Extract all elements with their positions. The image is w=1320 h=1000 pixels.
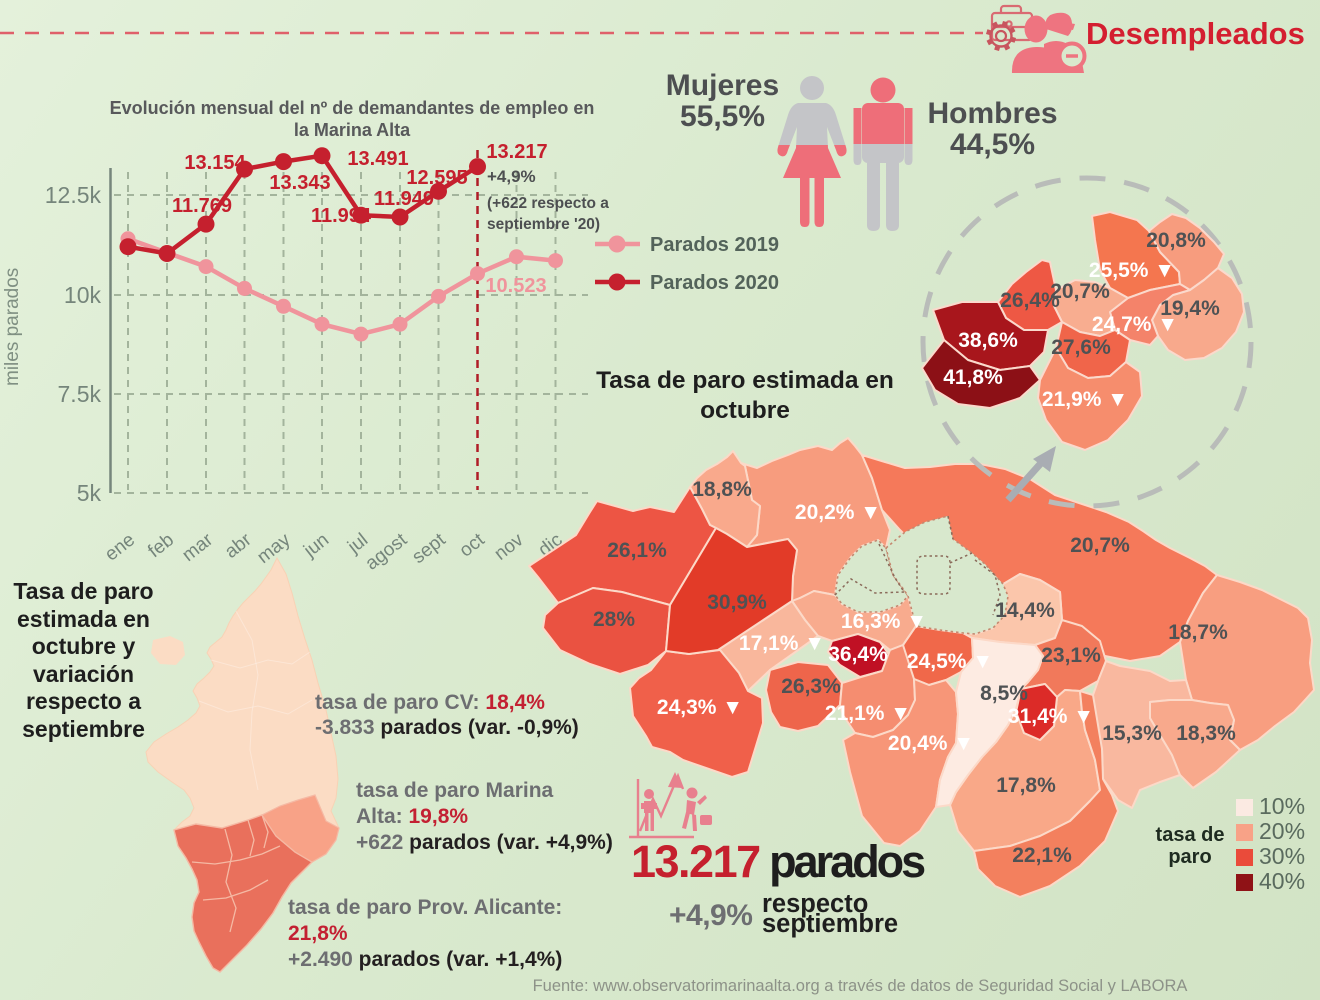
svg-text:18,8%: 18,8%: [692, 478, 752, 501]
svg-text:10k: 10k: [64, 282, 102, 308]
svg-text:12.595: 12.595: [406, 167, 467, 189]
svg-text:24,3% ▼: 24,3% ▼: [657, 696, 743, 719]
svg-text:25,5% ▼: 25,5% ▼: [1089, 259, 1175, 282]
svg-text:oct: oct: [456, 529, 489, 562]
svg-text:21,1% ▼: 21,1% ▼: [825, 702, 911, 725]
svg-text:20,4% ▼: 20,4% ▼: [888, 732, 974, 755]
svg-text:20,7%: 20,7%: [1050, 280, 1110, 303]
svg-text:20,7%: 20,7%: [1070, 534, 1130, 557]
svg-text:17,1% ▼: 17,1% ▼: [739, 632, 825, 655]
svg-text:may: may: [253, 529, 295, 568]
svg-text:15,3%: 15,3%: [1102, 722, 1162, 745]
svg-text:30,9%: 30,9%: [707, 591, 767, 614]
svg-text:miles parados: miles parados: [2, 268, 23, 386]
svg-text:abr: abr: [221, 529, 256, 563]
svg-text:28%: 28%: [593, 608, 635, 631]
svg-text:Parados 2019: Parados 2019: [650, 234, 779, 256]
svg-text:7.5k: 7.5k: [58, 381, 102, 407]
svg-text:sept: sept: [408, 529, 450, 568]
svg-text:14,4%: 14,4%: [995, 599, 1055, 622]
svg-text:19,4%: 19,4%: [1160, 297, 1220, 320]
svg-text:24,7% ▼: 24,7% ▼: [1092, 313, 1178, 336]
svg-text:20,2% ▼: 20,2% ▼: [795, 501, 881, 524]
svg-text:12.5k: 12.5k: [45, 182, 102, 208]
svg-text:13.491: 13.491: [347, 148, 408, 170]
svg-text:26,3%: 26,3%: [781, 675, 841, 698]
svg-text:16,3% ▼: 16,3% ▼: [841, 610, 927, 633]
svg-text:26,4%: 26,4%: [1000, 289, 1060, 312]
svg-text:jun: jun: [299, 529, 333, 562]
svg-text:24,5% ▼: 24,5% ▼: [907, 650, 993, 673]
svg-text:nov: nov: [491, 529, 528, 565]
svg-text:21,9% ▼: 21,9% ▼: [1042, 388, 1128, 411]
svg-text:36,4%: 36,4%: [828, 643, 888, 666]
svg-text:38,6%: 38,6%: [958, 329, 1018, 352]
svg-text:5k: 5k: [77, 480, 102, 506]
svg-text:18,7%: 18,7%: [1168, 621, 1228, 644]
svg-text:17,8%: 17,8%: [996, 774, 1056, 797]
svg-text:18,3%: 18,3%: [1176, 722, 1236, 745]
svg-text:13.217: 13.217: [486, 141, 547, 163]
svg-text:26,1%: 26,1%: [607, 539, 667, 562]
svg-text:20,8%: 20,8%: [1146, 229, 1206, 252]
svg-text:41,8%: 41,8%: [943, 366, 1003, 389]
svg-text:agost: agost: [362, 529, 412, 575]
svg-text:mar: mar: [178, 529, 217, 566]
svg-text:13.343: 13.343: [269, 172, 330, 194]
svg-text:8,5%: 8,5%: [980, 682, 1028, 705]
svg-text:11.994: 11.994: [311, 205, 372, 227]
svg-text:11.769: 11.769: [172, 195, 232, 217]
svg-text:ene: ene: [101, 529, 139, 565]
svg-text:23,1%: 23,1%: [1041, 644, 1101, 667]
svg-text:27,6%: 27,6%: [1051, 336, 1111, 359]
svg-text:11.949: 11.949: [374, 188, 434, 210]
svg-text:feb: feb: [144, 529, 178, 562]
svg-text:13.154: 13.154: [184, 152, 246, 174]
svg-text:22,1%: 22,1%: [1012, 844, 1072, 867]
svg-text:Parados 2020: Parados 2020: [650, 272, 779, 294]
svg-text:10.523: 10.523: [485, 275, 546, 297]
svg-text:31,4% ▼: 31,4% ▼: [1008, 705, 1094, 728]
